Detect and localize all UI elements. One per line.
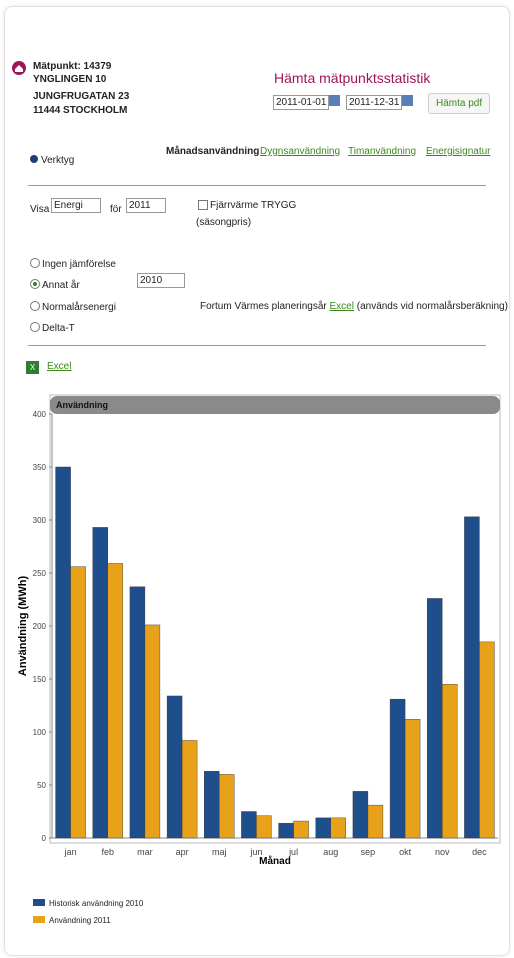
y-tick-label: 250: [33, 569, 47, 578]
x-tick-label: dec: [472, 847, 487, 857]
x-tick-label: nov: [435, 847, 450, 857]
panel: [4, 6, 510, 956]
radio[interactable]: Annat år: [30, 279, 80, 291]
address: JUNGFRUGATAN 23: [33, 91, 130, 102]
y-tick-label: 0: [42, 834, 47, 843]
x-tick-label: okt: [399, 847, 412, 857]
legend-label: Historisk användning 2010: [49, 899, 144, 908]
bar: [144, 624, 161, 839]
bar: [352, 791, 369, 839]
bar: [55, 466, 71, 839]
bar: [404, 719, 421, 839]
bar: [107, 563, 123, 839]
bar: [241, 811, 257, 839]
y-tick-label: 300: [33, 516, 47, 525]
divider: [28, 345, 486, 346]
checkbox-note: (säsongpris): [196, 217, 252, 228]
bar: [479, 641, 495, 839]
x-tick-label: jul: [288, 847, 298, 857]
legend-label: Användning 2011: [49, 916, 111, 925]
x-tick-label: maj: [212, 847, 227, 857]
x-tick-label: mar: [137, 847, 153, 857]
calendar-icon[interactable]: [329, 95, 340, 106]
for-label: för: [110, 204, 122, 215]
excel-link[interactable]: Excel: [47, 361, 72, 372]
x-tick-label: feb: [101, 847, 114, 857]
pdf-button[interactable]: Hämta pdf: [428, 93, 491, 114]
y-tick-label: 350: [33, 463, 47, 472]
tab[interactable]: Timanvändning: [348, 146, 417, 157]
bar: [330, 817, 346, 839]
visa-label: Visa: [30, 204, 50, 215]
y-tick-label: 50: [37, 781, 46, 790]
x-axis-title: Månad: [259, 855, 291, 867]
bar: [256, 815, 272, 839]
address: 11444 STOCKHOLM: [33, 105, 128, 116]
calendar-icon[interactable]: [402, 95, 413, 106]
bar: [129, 586, 146, 839]
chart-frame: [49, 394, 501, 844]
note: Fortum Värmes planeringsår Excel (använd…: [200, 301, 508, 312]
radio[interactable]: Ingen jämförelse: [30, 258, 116, 270]
radio-label[interactable]: Annat år: [42, 280, 80, 291]
bar: [427, 598, 443, 839]
bar: [293, 820, 309, 839]
tab-active[interactable]: Månadsanvändning: [166, 146, 260, 157]
x-tick-label: jun: [249, 847, 262, 857]
radio-label[interactable]: Delta-T: [42, 323, 75, 334]
meter: Mätpunkt: 14379: [33, 61, 112, 72]
note-link[interactable]: Excel: [329, 301, 354, 312]
visa-select[interactable]: Energi: [51, 198, 101, 213]
home-icon: [12, 61, 26, 75]
y-tick-label: 200: [33, 622, 47, 631]
legend-swatch: [33, 916, 45, 923]
address: YNGLINGEN 10: [33, 74, 107, 85]
x-tick-label: apr: [176, 847, 189, 857]
note-text: Fortum Värmes planeringsår: [200, 301, 327, 312]
date-to[interactable]: 2011-12-31: [346, 95, 403, 110]
bar: [219, 774, 235, 839]
divider: [28, 185, 486, 186]
bar: [166, 695, 183, 839]
year-select[interactable]: 2011: [126, 198, 166, 213]
radio[interactable]: Delta-T: [30, 322, 75, 334]
tools[interactable]: Verktyg: [30, 155, 74, 166]
compare-year[interactable]: 2010: [137, 273, 185, 288]
tools-label[interactable]: Verktyg: [41, 155, 75, 166]
excel-icon[interactable]: X: [26, 361, 39, 374]
bar: [204, 771, 220, 839]
x-tick-label: sep: [361, 847, 376, 857]
bar: [315, 817, 331, 839]
checkbox-label: Fjärrvärme TRYGG: [210, 200, 297, 211]
x-tick-label: aug: [323, 847, 338, 857]
bar: [464, 516, 480, 839]
note-tail: (används vid normalårsberäkning): [356, 301, 508, 312]
bar: [92, 527, 108, 839]
tab[interactable]: Dygnsanvändning: [260, 146, 341, 157]
title: Hämta mätpunktsstatistik: [274, 70, 431, 86]
y-axis-title: Användning (MWh): [17, 576, 29, 677]
checkbox[interactable]: [198, 200, 208, 210]
radio[interactable]: Normalårsenergi: [30, 301, 116, 313]
y-tick-label: 150: [33, 675, 47, 684]
bar: [367, 804, 384, 839]
bar: [442, 684, 458, 839]
radio-label[interactable]: Ingen jämförelse: [42, 259, 116, 270]
bar: [389, 698, 406, 839]
chart-title: Användning: [56, 400, 108, 410]
bar: [278, 822, 294, 839]
radio-label[interactable]: Normalårsenergi: [42, 302, 116, 313]
chart-header: [50, 396, 500, 414]
date-from[interactable]: 2011-01-01: [273, 95, 330, 110]
x-tick-label: jan: [64, 847, 77, 857]
y-tick-label: 400: [33, 410, 47, 419]
tab[interactable]: Energisignatur: [426, 146, 491, 157]
legend-swatch: [33, 899, 45, 906]
bar: [181, 740, 198, 839]
bar: [70, 566, 86, 839]
y-tick-label: 100: [33, 728, 47, 737]
